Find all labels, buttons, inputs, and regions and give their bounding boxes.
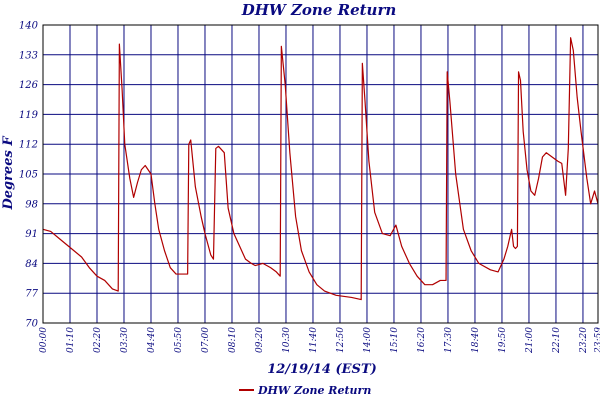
y-tick-label: 126	[19, 80, 39, 91]
x-tick-label: 17:30	[444, 327, 454, 353]
x-tick-label: 18:40	[471, 327, 481, 353]
x-tick-label: 15:10	[390, 327, 400, 353]
x-tick-label: 08:10	[228, 327, 238, 353]
x-tick-label: 22:10	[552, 327, 562, 354]
x-tick-label: 04:40	[147, 327, 157, 353]
x-tick-label: 21:00	[525, 327, 535, 354]
y-tick-label: 70	[25, 319, 38, 330]
x-tick-labels: 00:00 01:10 02:20 03:30 04:40 05:50 07:00 08:10…	[39, 327, 600, 354]
y-tick-label: 77	[25, 289, 38, 300]
y-tick-label: 84	[25, 259, 38, 270]
x-tick-label: 09:20	[255, 327, 265, 353]
y-tick-label: 105	[19, 170, 38, 181]
plot-frame	[42, 24, 599, 324]
y-tick-label: 98	[25, 199, 38, 210]
x-tick-label: 00:00	[39, 327, 49, 353]
x-axis-label: 12/19/14 (EST)	[267, 362, 377, 377]
x-tick-label: 05:50	[174, 327, 184, 353]
x-tick-label: 11:40	[309, 327, 319, 353]
x-tick-label: 23:59	[594, 327, 600, 354]
grid	[42, 24, 599, 324]
x-tick-label: 03:30	[120, 327, 130, 353]
x-tick-label: 23:20	[579, 327, 589, 354]
x-tick-label: 16:20	[417, 327, 427, 353]
legend: DHW Zone Return	[239, 384, 371, 397]
y-tick-label: 140	[19, 21, 39, 32]
x-tick-label: 02:20	[93, 327, 103, 353]
x-tick-label: 01:10	[66, 327, 76, 353]
x-tick-label: 14:00	[363, 327, 373, 353]
y-tick-labels: 70 77 84 91 98 105 112 119 126 133 140	[19, 21, 39, 330]
x-tick-label: 10:30	[282, 327, 292, 353]
chart-title: DHW Zone Return	[241, 1, 397, 19]
y-tick-label: 133	[19, 50, 38, 61]
series-line	[42, 37, 599, 301]
legend-label: DHW Zone Return	[257, 384, 371, 397]
y-tick-label: 91	[25, 229, 38, 240]
y-tick-label: 119	[19, 110, 39, 121]
y-tick-label: 112	[19, 140, 38, 151]
series-group	[42, 37, 599, 301]
x-tick-label: 19:50	[498, 327, 508, 353]
x-tick-label: 07:00	[201, 327, 211, 353]
y-axis-label: Degrees F	[1, 136, 16, 211]
x-tick-label: 12:50	[336, 327, 346, 353]
